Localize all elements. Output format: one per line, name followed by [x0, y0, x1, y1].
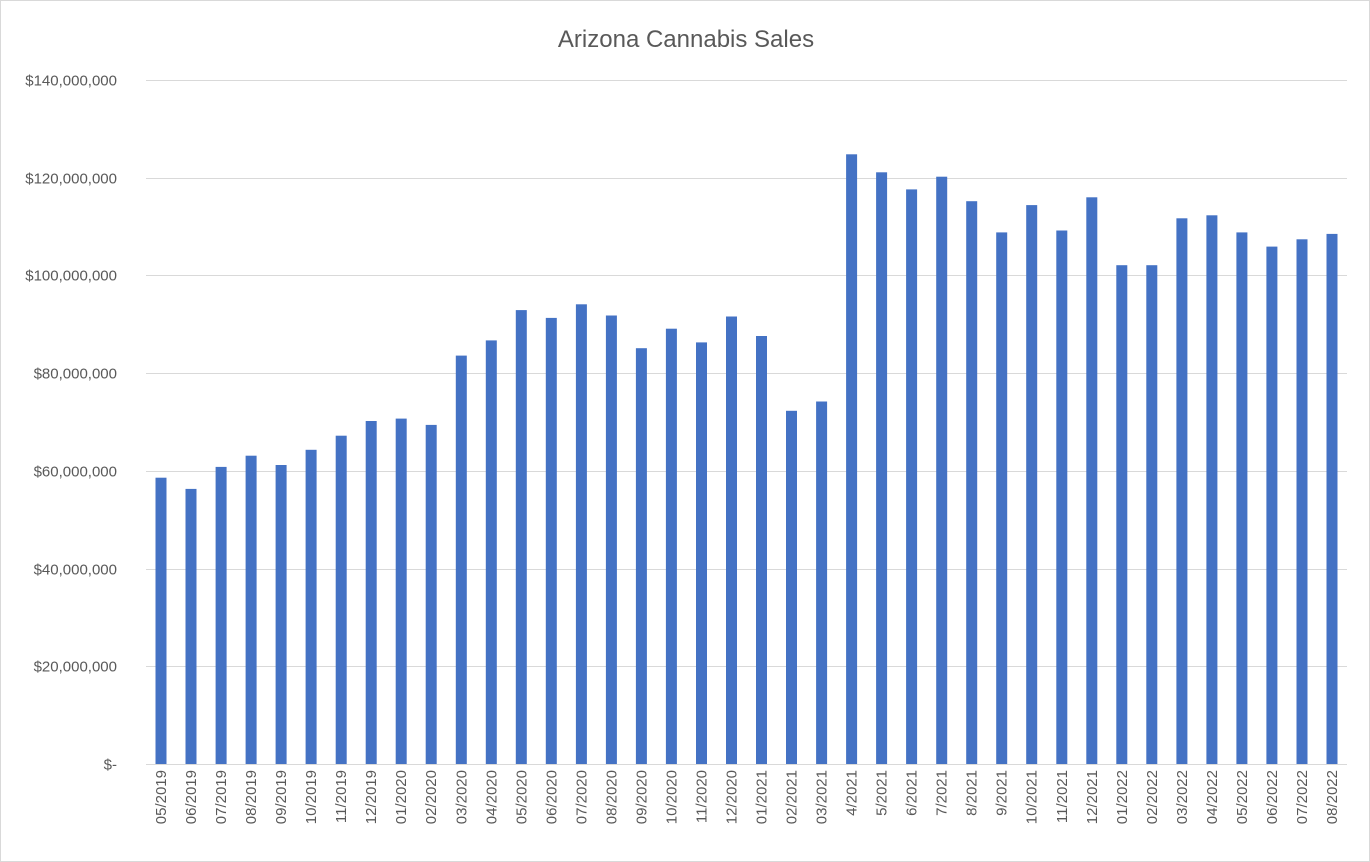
- bar: [816, 401, 828, 764]
- x-tick-label: 08/2019: [243, 770, 260, 824]
- bar: [786, 410, 797, 764]
- y-axis-tick-labels: $- $20,000,000 $40,000,000 $60,000,000 $80,0…: [25, 73, 117, 774]
- x-tick-label: 12/2021: [1084, 770, 1101, 824]
- x-tick-label: 12/2020: [724, 770, 741, 824]
- bar: [1086, 197, 1098, 765]
- bar: [665, 328, 677, 764]
- bar: [906, 189, 918, 764]
- x-tick-label: 05/2020: [513, 770, 530, 824]
- bar: [635, 348, 647, 764]
- x-tick-label: 10/2021: [1024, 770, 1041, 824]
- bars: [155, 154, 1338, 765]
- x-tick-label: 08/2022: [1324, 770, 1341, 824]
- x-tick-label: 07/2019: [213, 770, 230, 824]
- x-tick-label: 05/2022: [1234, 770, 1251, 824]
- x-tick-label: 09/2020: [633, 770, 650, 824]
- bar: [245, 455, 257, 764]
- bar: [305, 449, 317, 764]
- y-tick-label: $20,000,000: [34, 659, 117, 676]
- x-tick-label: 04/2020: [483, 770, 500, 824]
- x-tick-label: 01/2020: [393, 770, 410, 824]
- x-tick-label: 8/2021: [964, 770, 981, 816]
- chart-title: Arizona Cannabis Sales: [558, 26, 814, 53]
- bar: [1026, 205, 1038, 765]
- bar: [1116, 265, 1128, 764]
- bar: [365, 421, 377, 764]
- bar: [275, 465, 287, 764]
- bar: [1206, 215, 1218, 765]
- bar: [1176, 218, 1188, 765]
- bar: [215, 466, 227, 764]
- x-tick-label: 11/2019: [333, 770, 350, 823]
- x-tick-label: 03/2020: [453, 770, 470, 824]
- bar: [155, 477, 167, 764]
- bar: [876, 172, 888, 765]
- gridlines: [146, 80, 1347, 765]
- bar: [605, 315, 617, 764]
- x-tick-label: 01/2022: [1114, 770, 1131, 824]
- bar: [846, 154, 858, 765]
- x-tick-label: 02/2022: [1144, 770, 1161, 824]
- bar: [966, 201, 978, 764]
- bar: [515, 310, 527, 764]
- x-tick-label: 04/2022: [1204, 770, 1221, 824]
- y-tick-label: $120,000,000: [25, 171, 117, 188]
- bar: [1326, 233, 1338, 764]
- x-tick-label: 07/2020: [573, 770, 590, 824]
- x-tick-label: 06/2022: [1264, 770, 1281, 824]
- x-tick-label: 05/2019: [153, 770, 170, 824]
- x-tick-label: 12/2019: [363, 770, 380, 824]
- y-tick-label: $-: [104, 757, 117, 774]
- bar: [1266, 246, 1278, 765]
- bar: [575, 304, 587, 764]
- y-tick-label: $100,000,000: [25, 268, 117, 285]
- bar: [545, 317, 557, 764]
- bar: [1146, 265, 1158, 764]
- bar: [455, 355, 467, 764]
- x-tick-label: 03/2022: [1174, 770, 1191, 824]
- y-tick-label: $40,000,000: [34, 562, 117, 579]
- x-tick-label: 02/2020: [423, 770, 440, 824]
- x-tick-label: 11/2020: [694, 770, 711, 823]
- bar: [726, 316, 737, 764]
- bar: [996, 232, 1008, 764]
- bar: [696, 342, 707, 764]
- x-tick-label: 10/2020: [663, 770, 680, 824]
- x-tick-label: 07/2022: [1294, 770, 1311, 824]
- x-tick-label: 03/2021: [814, 770, 831, 824]
- bar: [485, 340, 497, 764]
- x-tick-label: 9/2021: [994, 770, 1011, 816]
- x-tick-label: 02/2021: [784, 770, 801, 824]
- bar: [1056, 230, 1068, 764]
- x-tick-label: 4/2021: [844, 770, 861, 816]
- x-tick-label: 06/2019: [183, 770, 200, 824]
- y-tick-label: $140,000,000: [25, 73, 117, 90]
- bar: [1296, 239, 1308, 765]
- x-tick-label: 11/2021: [1054, 770, 1071, 823]
- bar: [395, 418, 407, 764]
- y-tick-label: $80,000,000: [34, 366, 117, 383]
- x-tick-label: 06/2020: [543, 770, 560, 824]
- x-tick-label: 01/2021: [754, 770, 771, 824]
- bar: [425, 424, 437, 764]
- x-tick-label: 10/2019: [303, 770, 320, 824]
- bar: [335, 435, 347, 764]
- y-tick-label: $60,000,000: [34, 464, 117, 481]
- x-axis-tick-labels: 05/2019 06/2019 07/2019 08/2019 09/2019 10/20…: [153, 770, 1341, 824]
- x-tick-label: 09/2019: [273, 770, 290, 824]
- bar: [185, 488, 197, 764]
- x-tick-label: 6/2021: [904, 770, 921, 816]
- x-tick-label: 5/2021: [874, 770, 891, 816]
- bar: [1236, 232, 1248, 764]
- bar: [936, 176, 948, 764]
- x-tick-label: 08/2020: [603, 770, 620, 824]
- x-tick-label: 7/2021: [934, 770, 951, 816]
- bar: [756, 336, 767, 764]
